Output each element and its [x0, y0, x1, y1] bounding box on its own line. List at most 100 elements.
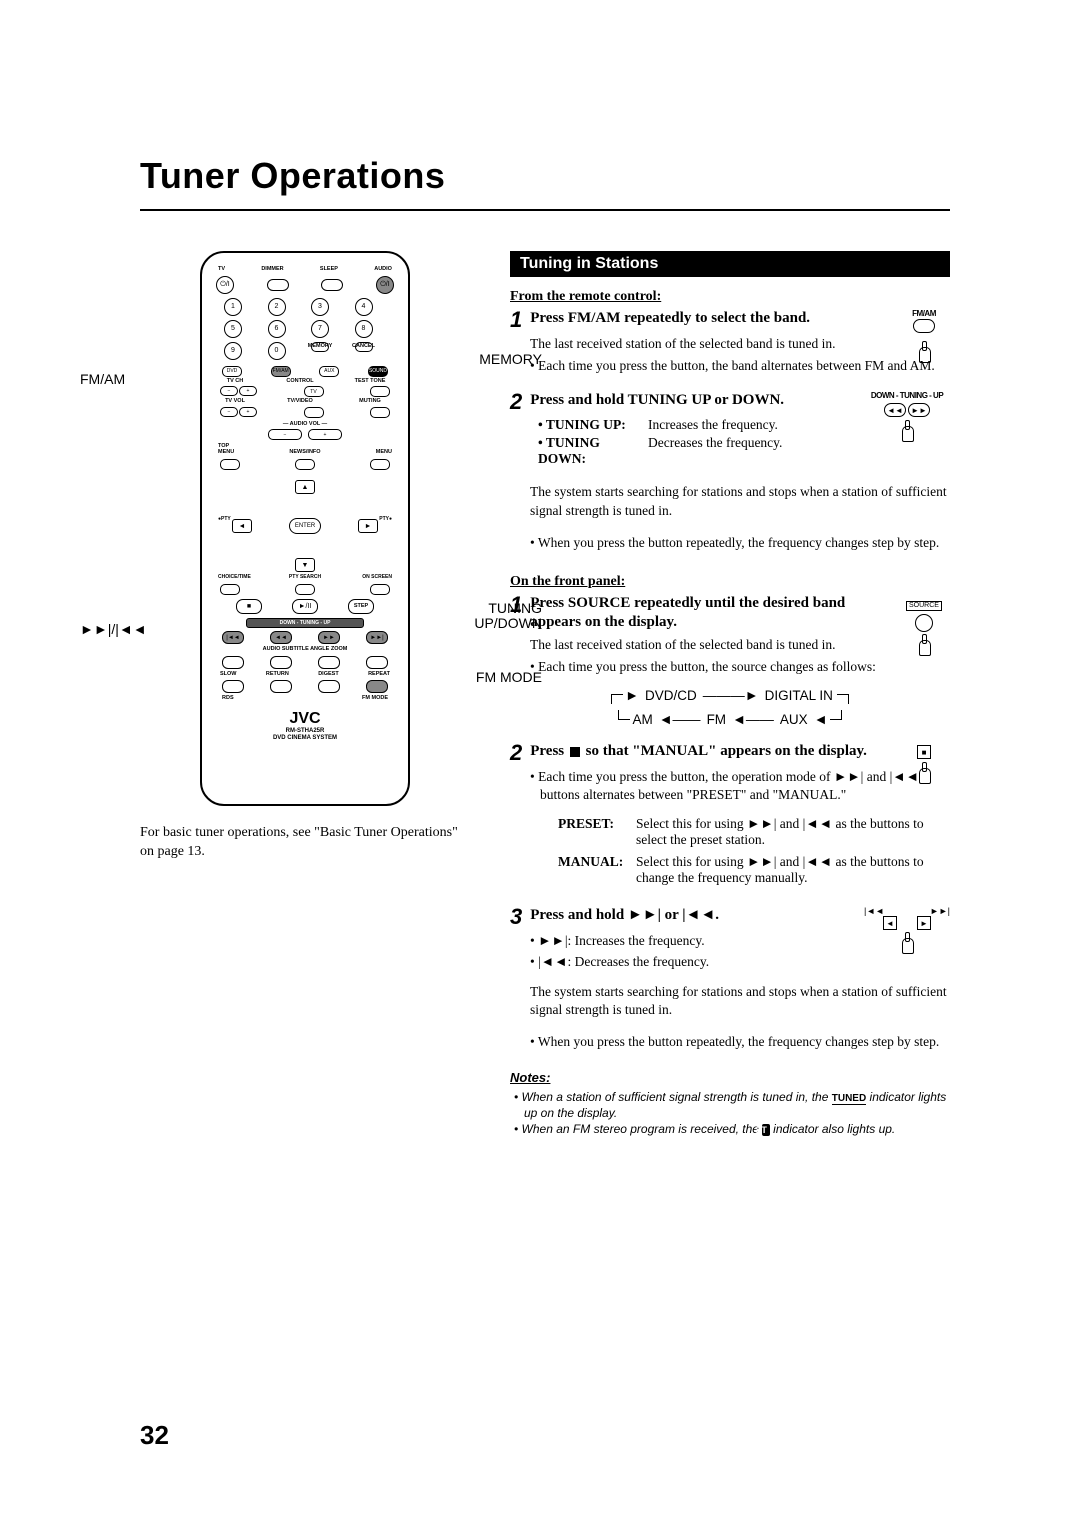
btn-tvvideo [304, 407, 324, 418]
preset-def: Select this for using ►►| and |◄◄ as the… [636, 816, 950, 848]
btn-fmam: FM/AM [271, 366, 291, 377]
btn-stop: ■ [236, 599, 262, 614]
tuneup-term: • TUNING UP: [538, 417, 648, 433]
btn-aux: AUX [319, 366, 339, 377]
btn-audio [222, 656, 244, 669]
btn-5: 5 [224, 320, 242, 338]
step3f-b2: • |◄◄: Decreases the frequency. [530, 953, 950, 971]
btn-dimmer [267, 279, 289, 291]
btn-rew: ◄◄ [270, 631, 292, 644]
btn-7: 7 [311, 320, 329, 338]
lbl-test: TEST TONE [350, 379, 390, 385]
preset-term: PRESET: [558, 816, 636, 848]
lbl-dimmer: DIMMER [261, 267, 283, 273]
step2r-num: 2 [510, 391, 522, 413]
step1f-text: Press SOURCE repeatedly until the desire… [530, 594, 950, 632]
btn-digest [318, 680, 340, 693]
icon-fmam: FM/AM [898, 309, 950, 363]
btn-subtitle [270, 656, 292, 669]
step2f-num: 2 [510, 742, 522, 764]
lbl-audiovol: — AUDIO VOL — [216, 422, 394, 428]
lbl-tvvol: TV VOL [220, 399, 250, 405]
btn-menu [370, 459, 390, 470]
lbl-news: NEWS/INFO [289, 450, 320, 456]
lbl-row2: AUDIO SUBTITLE ANGLE ZOOM [216, 647, 394, 653]
callout-memory: MEMORY [472, 351, 542, 367]
icon-stop: ■ [898, 742, 950, 784]
page-number: 32 [140, 1420, 169, 1451]
model-2: DVD CINEMA SYSTEM [216, 735, 394, 742]
step1r-body: The last received station of the selecte… [530, 335, 950, 353]
notes-heading: Notes: [510, 1070, 950, 1085]
remote-caption: For basic tuner operations, see "Basic T… [140, 824, 470, 862]
source-cycle: ► DVD/CD ———► DIGITAL IN AM ◄—— FM ◄—— A… [600, 686, 860, 728]
btn-up: ▲ [295, 480, 315, 494]
note-1: • When a station of sufficient signal st… [514, 1089, 950, 1122]
btn-0: 0 [268, 342, 286, 360]
callout-fmmode: FM MODE [472, 669, 542, 685]
step1r-num: 1 [510, 309, 522, 331]
btn-3: 3 [311, 298, 329, 316]
btn-ff: ►► [318, 631, 340, 644]
callout-fmam: FM/AM [80, 371, 125, 387]
btn-sleep [321, 279, 343, 291]
lbl-fmmode: FM MODE [362, 696, 388, 702]
manual-term: MANUAL: [558, 854, 636, 886]
step1f-body: The last received station of the selecte… [530, 636, 950, 654]
btn-8: 8 [355, 320, 373, 338]
btn-return [270, 680, 292, 693]
lbl-tvch: TV CH [220, 379, 250, 385]
btn-dvd: DVD [222, 366, 242, 377]
step2f-bullet: • Each time you press the button, the op… [530, 768, 950, 804]
btn-memory: MEMORY [311, 342, 329, 352]
page-title: Tuner Operations [140, 155, 950, 197]
btn-avol-up: + [308, 429, 342, 440]
btn-topmenu [220, 459, 240, 470]
brand-logo: JVC [216, 710, 394, 728]
lbl-tvvideo: TV/VIDEO [287, 399, 313, 405]
section-bar: Tuning in Stations [510, 251, 950, 277]
btn-slow [222, 680, 244, 693]
btn-tv: TV [304, 386, 324, 397]
lbl-muting: MUTING [350, 399, 390, 405]
remote-subhead: From the remote control: [510, 289, 950, 305]
btn-zoom [366, 656, 388, 669]
lbl-rds: RDS [222, 696, 234, 702]
btn-play: ►/II [292, 599, 318, 614]
lbl-slow: SLOW [220, 672, 237, 678]
btn-sound: SOUND [368, 366, 388, 377]
btn-test [370, 386, 390, 397]
btn-9: 9 [224, 342, 242, 360]
btn-2: 2 [268, 298, 286, 316]
btn-4: 4 [355, 298, 373, 316]
stop-icon [570, 747, 580, 757]
model-1: RM-STHA25R [216, 728, 394, 735]
btn-news [295, 459, 315, 470]
st-indicator: ST [762, 1124, 770, 1136]
title-rule [140, 209, 950, 211]
lbl-sleep: SLEEP [320, 267, 338, 273]
step1f-num: 1 [510, 594, 522, 632]
btn-repeat [366, 680, 388, 693]
btn-ptysearch [295, 584, 315, 595]
btn-6: 6 [268, 320, 286, 338]
note-2: • When an FM stereo program is received,… [514, 1121, 950, 1137]
lbl-audio: AUDIO [374, 267, 392, 273]
btn-tv-power: ⏻/I [216, 276, 234, 294]
btn-enter: ENTER [289, 518, 321, 534]
tuning-bar: DOWN - TUNING - UP [246, 618, 364, 628]
btn-angle [318, 656, 340, 669]
btn-choice [220, 584, 240, 595]
btn-muting [370, 407, 390, 418]
front-subhead: On the front panel: [510, 574, 950, 590]
tuned-indicator: TUNED [832, 1093, 866, 1105]
lbl-return: RETURN [266, 672, 289, 678]
icon-skip: |◄◄►►| ◄► [864, 906, 950, 954]
btn-cancel: CANCEL [355, 342, 373, 352]
step2r-p1: The system starts searching for stations… [530, 483, 950, 519]
btn-step: STEP [348, 599, 374, 614]
callout-skip: ►►|/|◄◄ [80, 621, 147, 637]
lbl-repeat: REPEAT [368, 672, 390, 678]
lbl-menu: MENU [376, 450, 392, 456]
btn-right: ► [358, 519, 378, 533]
